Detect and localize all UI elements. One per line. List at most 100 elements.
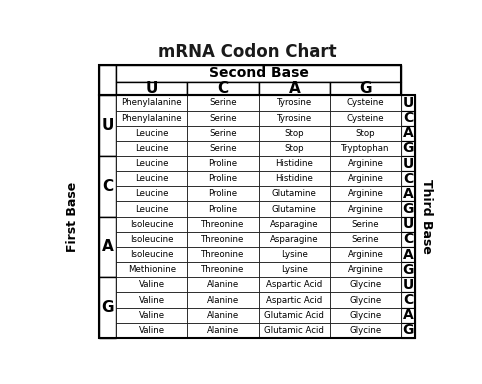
- Bar: [116, 65, 401, 81]
- Text: U: U: [402, 217, 414, 231]
- Bar: [401, 262, 415, 277]
- Text: Leucine: Leucine: [135, 189, 168, 199]
- Text: Tyrosine: Tyrosine: [277, 98, 312, 108]
- Text: C: C: [403, 172, 414, 186]
- Text: G: G: [402, 263, 414, 277]
- Text: Glutamic Acid: Glutamic Acid: [264, 326, 324, 335]
- Bar: [187, 126, 259, 141]
- Text: C: C: [403, 232, 414, 247]
- Bar: [187, 262, 259, 277]
- Text: A: A: [403, 308, 414, 322]
- Bar: [116, 323, 187, 338]
- Bar: [330, 126, 401, 141]
- Bar: [401, 126, 415, 141]
- Text: Asparagine: Asparagine: [270, 220, 319, 229]
- Bar: [401, 308, 415, 323]
- Bar: [330, 232, 401, 247]
- Bar: [116, 171, 187, 186]
- Text: Phenylalanine: Phenylalanine: [121, 114, 182, 122]
- Bar: [187, 247, 259, 262]
- Text: A: A: [288, 81, 300, 96]
- Text: Threonine: Threonine: [201, 250, 245, 259]
- Text: Asparagine: Asparagine: [270, 235, 319, 244]
- Text: Glycine: Glycine: [349, 280, 382, 290]
- Bar: [259, 308, 330, 323]
- Bar: [330, 141, 401, 156]
- Text: Serine: Serine: [352, 220, 379, 229]
- Bar: [187, 186, 259, 202]
- Text: Arginine: Arginine: [348, 174, 384, 183]
- Text: Arginine: Arginine: [348, 265, 384, 274]
- Bar: [401, 217, 415, 232]
- Text: Serine: Serine: [352, 235, 379, 244]
- Bar: [187, 293, 259, 308]
- Bar: [259, 156, 330, 171]
- Text: Alanine: Alanine: [207, 296, 239, 305]
- Bar: [330, 308, 401, 323]
- Text: Valine: Valine: [139, 311, 165, 319]
- Bar: [330, 111, 401, 126]
- Bar: [116, 141, 187, 156]
- Bar: [330, 95, 401, 111]
- Bar: [259, 277, 330, 293]
- Text: U: U: [146, 81, 158, 96]
- Bar: [330, 156, 401, 171]
- Text: Alanine: Alanine: [207, 311, 239, 319]
- Bar: [116, 277, 187, 293]
- Text: Serine: Serine: [209, 114, 237, 122]
- Bar: [99, 95, 116, 156]
- Text: Tyrosine: Tyrosine: [277, 114, 312, 122]
- Bar: [116, 81, 187, 95]
- Text: mRNA Codon Chart: mRNA Codon Chart: [158, 43, 336, 61]
- Text: Glutamine: Glutamine: [272, 189, 317, 199]
- Bar: [116, 262, 187, 277]
- Text: Stop: Stop: [284, 129, 304, 138]
- Bar: [259, 111, 330, 126]
- Text: Alanine: Alanine: [207, 280, 239, 290]
- Text: Histidine: Histidine: [275, 159, 313, 168]
- Text: Arginine: Arginine: [348, 250, 384, 259]
- Bar: [187, 308, 259, 323]
- Text: Third Base: Third Base: [419, 179, 432, 254]
- Bar: [116, 202, 187, 217]
- Text: Valine: Valine: [139, 326, 165, 335]
- Bar: [99, 65, 116, 95]
- Bar: [259, 186, 330, 202]
- Bar: [116, 186, 187, 202]
- Text: U: U: [101, 118, 114, 133]
- Bar: [187, 95, 259, 111]
- Bar: [330, 247, 401, 262]
- Text: G: G: [101, 300, 114, 315]
- Bar: [187, 217, 259, 232]
- Bar: [99, 217, 116, 277]
- Bar: [259, 141, 330, 156]
- Text: Arginine: Arginine: [348, 189, 384, 199]
- Bar: [116, 156, 187, 171]
- Text: Cysteine: Cysteine: [347, 98, 385, 108]
- Text: Leucine: Leucine: [135, 205, 168, 214]
- Bar: [401, 95, 415, 111]
- Text: Threonine: Threonine: [201, 265, 245, 274]
- Text: Isoleucine: Isoleucine: [130, 250, 174, 259]
- Bar: [116, 293, 187, 308]
- Text: A: A: [403, 187, 414, 201]
- Text: Glycine: Glycine: [349, 311, 382, 319]
- Bar: [401, 111, 415, 126]
- Bar: [259, 81, 330, 95]
- Bar: [401, 171, 415, 186]
- Bar: [187, 141, 259, 156]
- Bar: [116, 217, 187, 232]
- Text: A: A: [403, 248, 414, 262]
- Bar: [330, 262, 401, 277]
- Text: Proline: Proline: [208, 205, 238, 214]
- Bar: [401, 202, 415, 217]
- Bar: [401, 277, 415, 293]
- Text: C: C: [217, 81, 228, 96]
- Text: Lysine: Lysine: [281, 265, 308, 274]
- Text: G: G: [402, 141, 414, 156]
- Text: Threonine: Threonine: [201, 235, 245, 244]
- Text: Isoleucine: Isoleucine: [130, 235, 174, 244]
- Text: Leucine: Leucine: [135, 159, 168, 168]
- Bar: [401, 186, 415, 202]
- Bar: [401, 141, 415, 156]
